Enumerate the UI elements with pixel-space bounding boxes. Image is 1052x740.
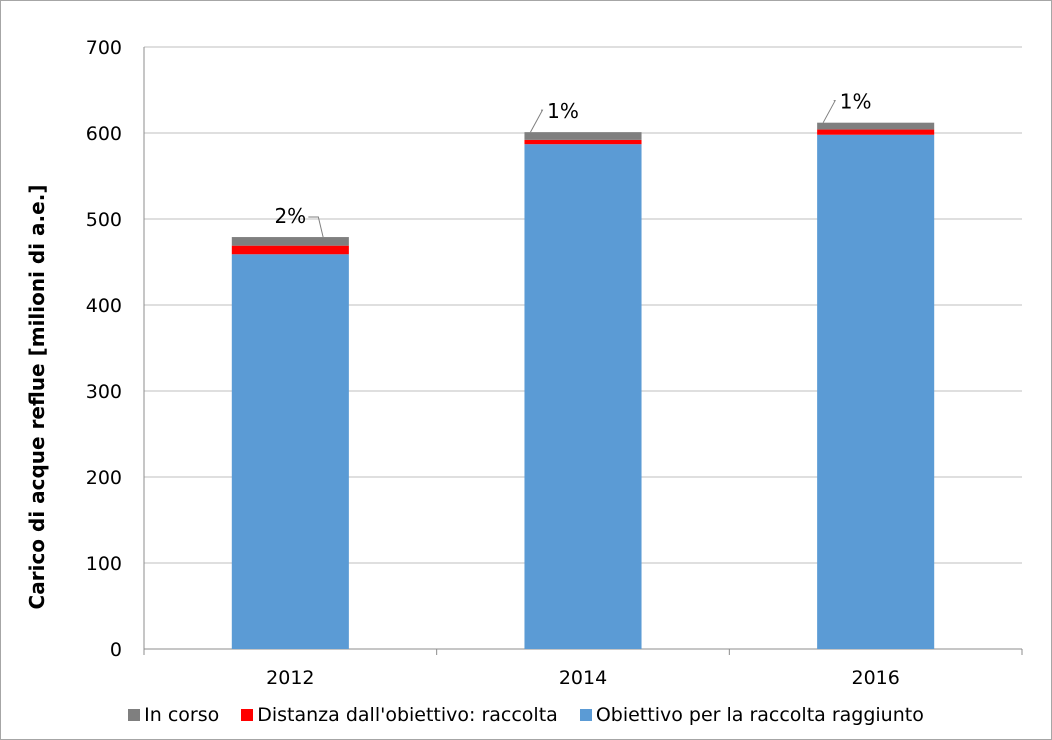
stacked-bar-chart: 0 100 200 300 400 500 600 700 2012 2014 2016 2% 1%… xyxy=(25,37,1023,689)
data-label: 1% xyxy=(547,99,579,123)
legend-item-distanza: Distanza dall'obiettivo: raccolta xyxy=(241,704,558,726)
y-tick-label: 700 xyxy=(86,37,122,59)
y-tick-label: 400 xyxy=(86,295,122,317)
x-tick-label: 2012 xyxy=(266,667,314,689)
x-axis-ticks: 2012 2014 2016 xyxy=(266,667,900,689)
bar-segment xyxy=(231,237,349,246)
bars xyxy=(231,122,935,650)
legend-item-obiettivo: Obiettivo per la raccolta raggiunto xyxy=(579,704,924,726)
legend-swatch-gray xyxy=(128,709,141,721)
bar-segment xyxy=(817,122,935,130)
legend-swatch-blue xyxy=(579,709,592,721)
legend: In corso Distanza dall'obiettivo: raccol… xyxy=(0,704,1052,726)
y-axis-label: Carico di acque reflue [milioni di a.e.] xyxy=(25,185,49,610)
y-tick-label: 300 xyxy=(86,381,122,403)
data-labels: 2% 1% 1% xyxy=(274,90,872,238)
bar-segment xyxy=(524,132,642,140)
data-label-leader xyxy=(822,100,836,123)
data-label-leader xyxy=(530,109,544,133)
x-tick-label: 2016 xyxy=(851,667,899,689)
data-label: 1% xyxy=(840,90,872,114)
y-tick-label: 100 xyxy=(86,553,122,575)
legend-swatch-red xyxy=(241,709,254,721)
legend-label: In corso xyxy=(144,704,220,726)
y-tick-label: 0 xyxy=(110,639,122,661)
legend-item-in-corso: In corso xyxy=(128,704,219,726)
y-tick-label: 600 xyxy=(86,123,122,145)
legend-label: Distanza dall'obiettivo: raccolta xyxy=(257,704,558,726)
legend-label: Obiettivo per la raccolta raggiunto xyxy=(595,704,924,726)
data-label: 2% xyxy=(274,204,306,228)
y-tick-label: 500 xyxy=(86,209,122,231)
bar-segment xyxy=(231,245,349,255)
bar-segment xyxy=(817,129,935,135)
bar-segment xyxy=(524,139,642,145)
y-tick-label: 200 xyxy=(86,467,122,489)
x-tick-label: 2014 xyxy=(559,667,607,689)
bar-segment xyxy=(231,254,349,649)
y-axis-ticks: 0 100 200 300 400 500 600 700 xyxy=(86,37,122,661)
bar-segment xyxy=(524,144,642,649)
data-label-leader xyxy=(308,216,324,238)
bar-segment xyxy=(817,134,935,650)
